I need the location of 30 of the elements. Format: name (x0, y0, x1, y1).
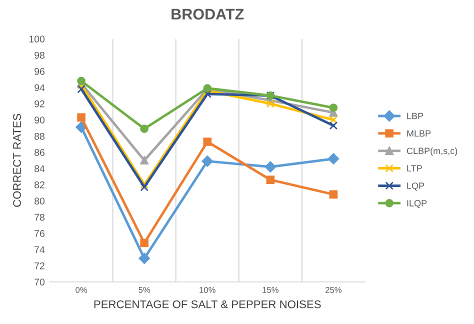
legend-label: LQP (407, 182, 424, 191)
x-tick-label: 25% (326, 286, 342, 293)
y-tick-label: 82 (34, 181, 44, 188)
chart-title: BRODATZ (172, 8, 244, 20)
legend-label: ILQP (407, 200, 427, 208)
y-tick-label: 76 (34, 230, 44, 237)
x-tick-label: 15% (262, 287, 278, 293)
x-tick-label: 0% (76, 286, 88, 293)
y-tick-label: 72 (34, 262, 44, 270)
x-tick-label: 5% (138, 287, 150, 293)
y-tick-label: 96 (34, 68, 44, 75)
y-tick-label: 78 (34, 214, 44, 221)
legend-label: CLBP(m,s,c) (406, 147, 458, 156)
y-axis-title: CORRECT RATES (13, 114, 21, 207)
y-tick-label: 88 (34, 132, 44, 140)
legend-label: MLBP (407, 130, 431, 137)
y-tick-label: 100 (29, 36, 45, 42)
y-tick-label: 74 (34, 246, 45, 254)
legend-label: LBP (407, 112, 424, 120)
legend-label: LTP (407, 165, 422, 172)
y-tick-label: 94 (34, 84, 45, 92)
y-tick-label: 70 (34, 278, 45, 286)
y-tick-label: 80 (34, 198, 45, 204)
x-tick-label: 10% (200, 286, 216, 293)
y-tick-label: 92 (34, 100, 44, 108)
y-tick-label: 86 (34, 149, 44, 156)
y-tick-label: 84 (34, 165, 45, 172)
x-axis-title: PERCENTAGE OF SALT & PEPPER NOISES (94, 300, 321, 308)
y-tick-label: 98 (34, 52, 44, 59)
y-tick-label: 90 (34, 116, 45, 124)
